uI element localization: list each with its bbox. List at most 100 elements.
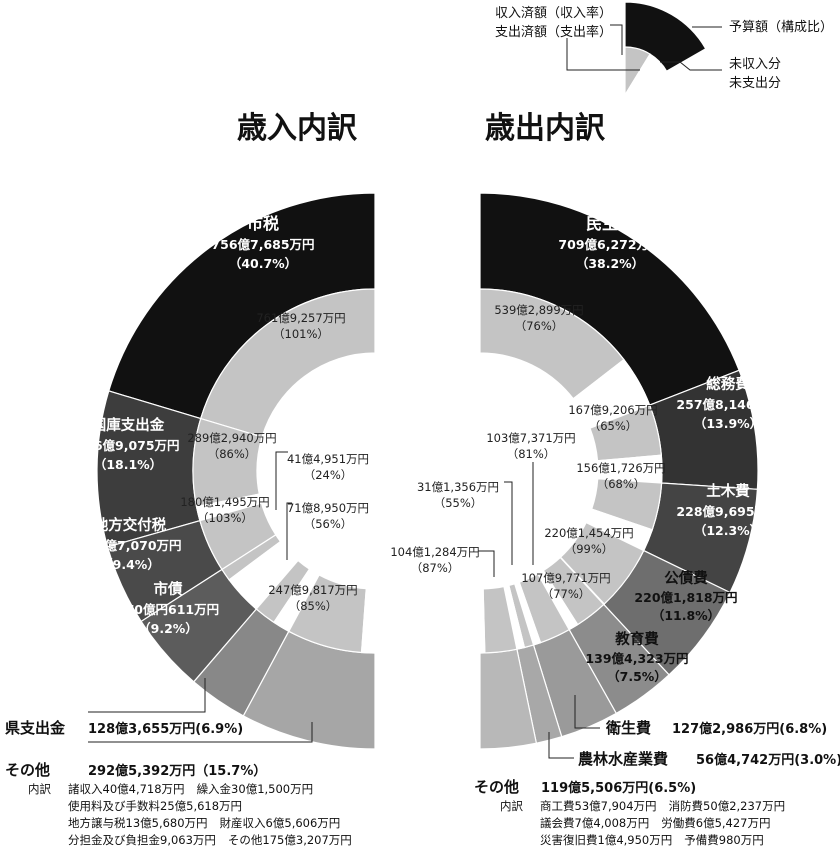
chart-title: 歳入内訳 (237, 111, 358, 146)
slice-name-label: 衛生費 (605, 719, 651, 737)
leader-line (548, 732, 574, 759)
slice-budget-label: 127億2,986万円(6.8%) (672, 721, 827, 737)
breakdown-item: 予備費980万円 (684, 833, 764, 847)
slice-rate-label: （81%） (507, 447, 556, 461)
slice-share-label: （12.3%） (694, 523, 762, 538)
revenue-breakdown-label: 内訳 (28, 782, 51, 796)
breakdown-item: 諸収入40億4,718万円 (68, 782, 185, 796)
breakdown-item: 分担金及び負担金9,063万円 (68, 833, 216, 847)
breakdown-item: 繰入金30億1,500万円 (196, 782, 314, 796)
slice-name-label: 民生費 (586, 214, 634, 233)
leader-line (660, 61, 722, 71)
slice-name-label: 総務費 (706, 375, 750, 393)
leader-line (88, 678, 206, 713)
slice-share-label: （40.7%） (229, 256, 297, 271)
slice-actual-label: 247億9,817万円 (268, 583, 357, 597)
slice-actual-label: 41億4,951万円 (287, 452, 369, 466)
slice-actual-label: 156億1,726万円 (576, 461, 665, 475)
slice-actual-label: 167億9,206万円 (568, 403, 657, 417)
slice-budget-label: 228億9,695万円 (676, 504, 779, 519)
slice-share-label: （7.5%） (607, 669, 667, 684)
slice-rate-label: （85%） (289, 599, 338, 613)
expenditure-breakdown: 内訳 商工費53億7,904万円 消防費50億2,237万円 議会費7億4,008… (500, 798, 797, 849)
remaining-slice (360, 588, 376, 654)
expenditure-breakdown-label: 内訳 (500, 799, 523, 813)
slice-rate-label: （87%） (411, 561, 460, 575)
slice-budget-label: 174億7,070万円 (78, 538, 181, 553)
expenditure-breakdown-row: 災害復旧費1億4,950万円 予備費980万円 (540, 832, 797, 849)
slice-budget-label: 336億9,075万円 (76, 438, 179, 453)
slice-share-label: （9.4%） (100, 557, 160, 572)
slice-name-label: 県支出金 (5, 719, 66, 737)
slice-budget-label: 56億4,742万円(3.0%) (696, 752, 840, 768)
slice-budget-label: 128億3,655万円(6.9%) (88, 721, 243, 737)
revenue-breakdown-row: 諸収入40億4,718万円 繰入金30億1,500万円 (68, 781, 364, 798)
legend-budget: 予算額（構成比） (729, 20, 833, 35)
slice-name-label: 土木費 (706, 482, 750, 500)
remaining-slice (479, 588, 486, 654)
breakdown-item: 災害復旧費1億4,950万円 (540, 833, 673, 847)
revenue-breakdown-row: 地方譲与税13億5,680万円 財産収入6億5,606万円 (68, 815, 364, 832)
chart-title: 歳出内訳 (485, 111, 606, 146)
slice-name-label: 国庫支出金 (92, 416, 165, 434)
breakdown-item: 財産収入6億5,606万円 (219, 816, 341, 830)
breakdown-item: 地方譲与税13億5,680万円 (68, 816, 208, 830)
breakdown-item: 使用料及び手数料25億5,618万円 (68, 799, 243, 813)
revenue-breakdown: 内訳 諸収入40億4,718万円 繰入金30億1,500万円 使用料及び手数料25… (28, 781, 364, 849)
slice-actual-label: 180億1,495万円 (180, 495, 269, 509)
slice-name-label: 公債費 (664, 569, 708, 587)
breakdown-item: 商工費53億7,904万円 (540, 799, 657, 813)
slice-actual-label: 103億7,371万円 (486, 431, 575, 445)
revenue-breakdown-row: 使用料及び手数料25億5,618万円 (68, 798, 364, 815)
slice-share-label: （9.2%） (138, 621, 198, 636)
slice-name-label: その他 (474, 778, 519, 796)
revenue-breakdown-row: 分担金及び負担金9,063万円 その他175億3,207万円 (68, 832, 364, 849)
slice-rate-label: （77%） (542, 587, 591, 601)
leader-line (478, 550, 495, 577)
slice-budget-label: 709億6,272万円 (558, 237, 661, 252)
breakdown-item: 議会費7億4,008万円 (540, 816, 650, 830)
slice-rate-label: （24%） (304, 468, 353, 482)
slice-budget-label: 257億8,146万円 (676, 397, 779, 412)
slice-budget-label: 119億5,506万円(6.5%) (541, 780, 696, 796)
breakdown-item: 消防費50億2,237万円 (668, 799, 786, 813)
slice-rate-label: （101%） (273, 327, 329, 341)
slice-name-label: 教育費 (614, 630, 659, 648)
expenditure-breakdown-row: 議会費7億4,008万円 労働費6億5,427万円 (540, 815, 797, 832)
slice-budget-label: 220億1,818万円 (634, 590, 737, 605)
slice-share-label: （13.9%） (694, 416, 762, 431)
slice-rate-label: （68%） (597, 477, 646, 491)
legend-received: 収入済額（収入率） (495, 5, 612, 21)
slice-actual-label: 71億8,950万円 (287, 501, 369, 515)
legend-unspent: 未支出分 (729, 76, 781, 91)
slice-actual-label: 107億9,771万円 (521, 571, 610, 585)
leader-line (88, 722, 313, 743)
slice-rate-label: （55%） (434, 496, 483, 510)
slice-actual-label: 539億2,899万円 (494, 303, 583, 317)
expenditure-breakdown-row: 商工費53億7,904万円 消防費50億2,237万円 (540, 798, 797, 815)
slice-rate-label: （103%） (197, 511, 253, 525)
legend-remaining-slice (624, 53, 668, 96)
slice-actual-label: 220億1,454万円 (544, 526, 633, 540)
slice-budget-label: 139億4,323万円 (585, 651, 688, 666)
breakdown-item: 労働費6億5,427万円 (661, 816, 771, 830)
slice-actual-label: 31億1,356万円 (417, 480, 499, 494)
slice-name-label: 市税 (247, 214, 279, 233)
slice-name-label: 市債 (154, 580, 183, 598)
leader-line (610, 24, 623, 55)
slice-name-label: その他 (5, 761, 50, 779)
legend-unreceived: 未収入分 (729, 57, 781, 72)
slice-share-label: （11.8%） (652, 608, 720, 623)
slice-name-label: 地方交付税 (94, 516, 167, 534)
leader-line (566, 38, 640, 71)
slice-share-label: （18.1%） (94, 457, 162, 472)
slice-actual-label: 104億1,284万円 (390, 545, 479, 559)
slice-budget-label: 292億5,392万円（15.7%） (88, 763, 266, 779)
slice-share-label: （38.2%） (576, 256, 644, 271)
slice-rate-label: （86%） (208, 447, 257, 461)
slice-rate-label: （56%） (304, 517, 353, 531)
slice-rate-label: （76%） (515, 319, 564, 333)
slice-budget-label: 170億円611万円 (117, 602, 219, 617)
slice-rate-label: （99%） (565, 542, 614, 556)
